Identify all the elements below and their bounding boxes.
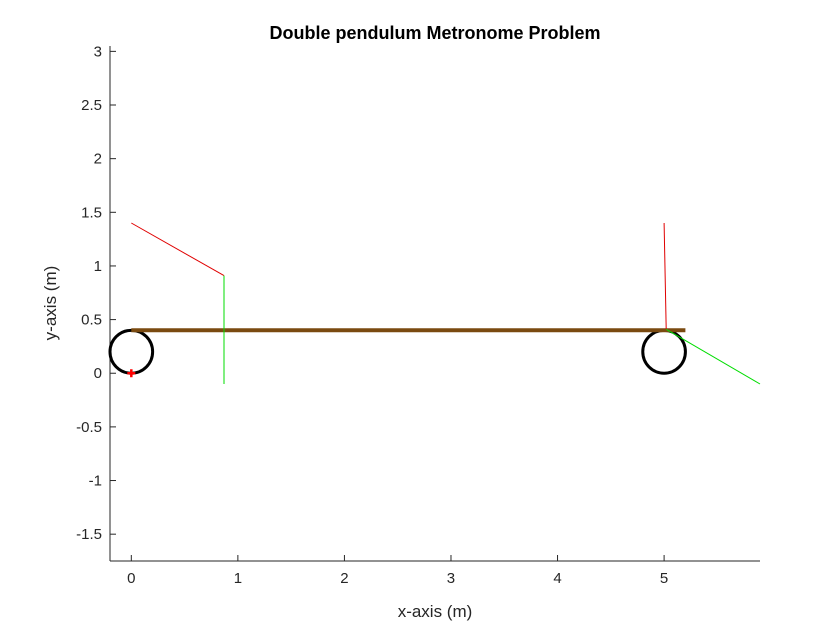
x-tick-label: 0 xyxy=(127,570,135,587)
x-tick-label: 4 xyxy=(553,570,561,587)
x-tick-label: 5 xyxy=(660,570,668,587)
x-tick-label: 2 xyxy=(340,570,348,587)
y-axis-label: y-axis (m) xyxy=(41,266,60,341)
series-left-pendulum-upper xyxy=(131,222,225,277)
series-right-pendulum-upper xyxy=(663,222,667,330)
plot-marks xyxy=(108,222,761,385)
y-tick-label: -0.5 xyxy=(76,419,102,436)
y-tick-label: 2 xyxy=(94,151,102,168)
y-tick-label: 1.5 xyxy=(81,204,102,221)
marker-plus xyxy=(127,369,136,378)
y-tick-label: 0.5 xyxy=(81,312,102,329)
x-tick-label: 3 xyxy=(447,570,455,587)
y-ticks: 3 2.5 2 1.5 1 0.5 0 -0.5 -1 -1.5 xyxy=(76,43,116,543)
y-tick-label: 3 xyxy=(94,43,102,60)
x-tick-label: 1 xyxy=(234,570,242,587)
wheel-left xyxy=(108,328,155,375)
chart-title: Double pendulum Metronome Problem xyxy=(269,23,600,43)
axes xyxy=(109,46,760,562)
y-tick-label: 0 xyxy=(94,365,102,382)
series-right-pendulum-lower xyxy=(665,328,761,385)
y-tick-label: -1 xyxy=(89,473,102,490)
y-tick-label: 2.5 xyxy=(81,97,102,114)
x-axis-label: x-axis (m) xyxy=(398,602,473,621)
x-ticks: 0 1 2 3 4 5 xyxy=(127,555,668,587)
y-tick-label: -1.5 xyxy=(76,526,102,543)
y-tick-label: 1 xyxy=(94,258,102,275)
